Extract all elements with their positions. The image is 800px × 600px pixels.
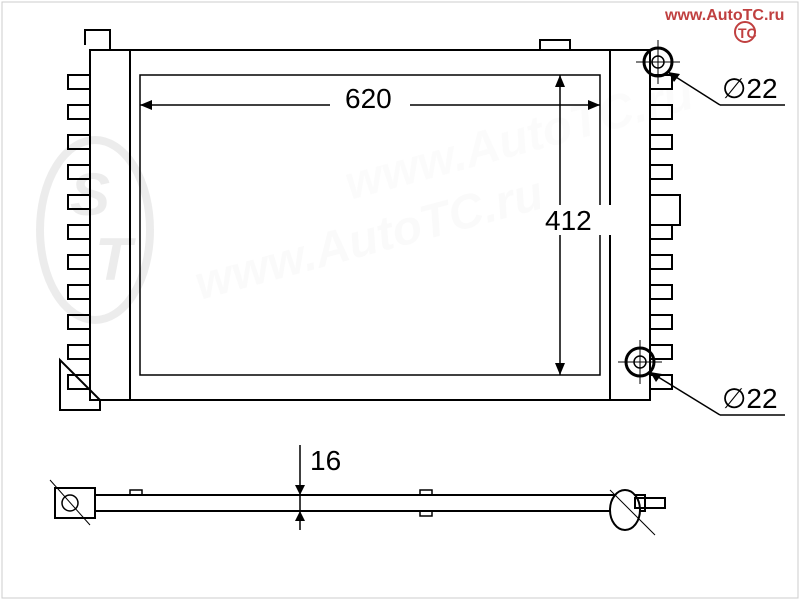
radiator-diagram: S T www.AutoTC.ru www.AutoTC.ru www.Auto… <box>0 0 800 600</box>
width-value: 620 <box>345 83 392 114</box>
thickness-value: 16 <box>310 445 341 476</box>
height-value: 412 <box>545 205 592 236</box>
diagram-container: S T www.AutoTC.ru www.AutoTC.ru www.Auto… <box>0 0 800 600</box>
logo-tc: TC <box>738 25 757 41</box>
dimension-thickness: 16 <box>280 445 341 530</box>
side-view <box>50 480 665 535</box>
watermark-logo-left: S T <box>40 140 150 320</box>
url-label: www.AutoTC.ru <box>664 7 784 24</box>
port-bottom-dia: ∅22 <box>722 383 778 414</box>
bracket-bottom-left <box>60 360 100 410</box>
bracket-top-right <box>540 40 570 50</box>
left-fins <box>68 75 90 389</box>
port-top-dia: ∅22 <box>722 73 778 104</box>
bracket-top-left <box>85 30 110 50</box>
dimension-port-bottom: ∅22 <box>650 372 785 415</box>
right-protrusion <box>650 195 680 225</box>
